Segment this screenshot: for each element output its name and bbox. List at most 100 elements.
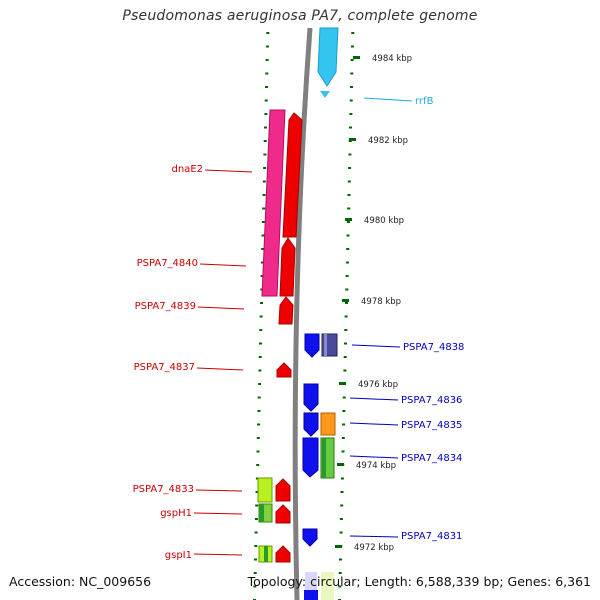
tick-dot bbox=[350, 59, 354, 61]
gene-blue-4[interactable] bbox=[302, 437, 319, 478]
tick-dot bbox=[261, 234, 265, 237]
tick-dot bbox=[342, 396, 346, 399]
tick-dot bbox=[253, 572, 257, 574]
scale-label: 4980 kbp bbox=[364, 216, 404, 226]
rrfB-feature[interactable] bbox=[317, 27, 339, 98]
gene-red-7[interactable] bbox=[275, 545, 291, 563]
gene-orange-1[interactable] bbox=[320, 412, 336, 436]
tick-dot bbox=[254, 558, 257, 561]
gene-red-5[interactable] bbox=[275, 478, 291, 502]
gene-red-2[interactable] bbox=[279, 237, 296, 297]
tick-dot bbox=[259, 329, 263, 331]
scale-major-tick bbox=[349, 138, 356, 141]
tick-dot bbox=[349, 113, 353, 115]
forward-genes bbox=[275, 112, 303, 563]
gene-label[interactable]: gspI1 bbox=[165, 550, 192, 561]
tick-dot bbox=[257, 410, 261, 412]
tick-dot bbox=[345, 302, 348, 304]
scale-major-tick bbox=[342, 299, 349, 302]
tick-dot bbox=[351, 32, 355, 34]
gene-red-4[interactable] bbox=[276, 362, 292, 378]
tick-dot bbox=[346, 248, 350, 250]
leader-line bbox=[349, 455, 399, 459]
gene-label[interactable]: PSPA7_4833 bbox=[133, 484, 194, 495]
gene-blue-2[interactable] bbox=[303, 383, 319, 412]
tick-dot bbox=[342, 410, 346, 412]
tick-dot bbox=[254, 518, 258, 520]
leader-line bbox=[193, 553, 243, 556]
gene-label[interactable]: dnaE2 bbox=[172, 164, 204, 175]
tick-dot bbox=[345, 288, 349, 291]
gene-label[interactable]: PSPA7_4840 bbox=[137, 258, 198, 269]
tick-dot bbox=[343, 369, 347, 372]
tick-dot bbox=[344, 329, 348, 331]
genome-backbone bbox=[292, 27, 313, 600]
leader-line bbox=[196, 367, 244, 371]
tick-dot bbox=[338, 572, 342, 574]
tick-dot bbox=[265, 86, 268, 88]
tick-dot bbox=[260, 261, 264, 264]
tick-dot bbox=[263, 153, 267, 156]
dnaE2-gene[interactable] bbox=[261, 109, 286, 297]
tick-dot bbox=[253, 585, 257, 588]
leader-line bbox=[197, 306, 245, 310]
gene-label[interactable]: PSPA7_4837 bbox=[134, 362, 195, 373]
scale-major-tick bbox=[345, 218, 352, 221]
tick-dot bbox=[262, 180, 266, 183]
tick-dot bbox=[339, 558, 342, 561]
tick-dot bbox=[261, 221, 265, 223]
gene-lime-1[interactable] bbox=[257, 477, 273, 503]
tick-dot bbox=[258, 369, 262, 372]
gene-red-1[interactable] bbox=[282, 112, 303, 238]
gene-label[interactable]: PSPA7_4831 bbox=[401, 531, 462, 542]
tick-dot bbox=[340, 491, 344, 493]
tick-dot bbox=[346, 221, 350, 223]
gene-pale-2[interactable] bbox=[321, 572, 334, 600]
tick-dot bbox=[347, 207, 351, 210]
reverse-genes bbox=[302, 333, 338, 600]
tick-dot bbox=[342, 423, 346, 426]
gene-blue-5[interactable] bbox=[302, 528, 318, 547]
tick-dot bbox=[344, 342, 347, 345]
leader-line bbox=[349, 535, 399, 538]
tick-dot bbox=[264, 113, 268, 115]
tick-dot bbox=[263, 140, 267, 142]
leader-line bbox=[204, 169, 253, 173]
tick-dot bbox=[261, 248, 265, 250]
label-leader-lines bbox=[193, 97, 413, 556]
gene-blue-3[interactable] bbox=[303, 412, 319, 437]
tick-dot bbox=[254, 531, 258, 534]
gene-label[interactable]: PSPA7_4835 bbox=[401, 420, 462, 431]
right-gene-labels: rrfB PSPA7_4838 PSPA7_4836 PSPA7_4835 PSPA7_… bbox=[401, 96, 464, 542]
scale-major-tick bbox=[353, 56, 360, 59]
tick-dot bbox=[350, 72, 354, 75]
scale-label: 4984 kbp bbox=[372, 54, 412, 64]
tick-dot bbox=[258, 383, 262, 385]
tick-dot bbox=[257, 423, 261, 426]
tick-dot bbox=[348, 153, 352, 156]
gene-red-3[interactable] bbox=[278, 296, 294, 325]
tick-dot bbox=[338, 585, 342, 588]
tick-dot bbox=[346, 234, 350, 237]
tick-dot bbox=[257, 396, 261, 399]
scale-major-tick bbox=[335, 545, 342, 548]
tick-dot bbox=[350, 86, 353, 88]
gene-blue-1[interactable] bbox=[304, 333, 320, 358]
gene-red-6[interactable] bbox=[275, 504, 291, 524]
tick-dot bbox=[341, 450, 345, 453]
gene-label[interactable]: gspH1 bbox=[160, 508, 192, 519]
scale-labels: 4984 kbp 4982 kbp 4980 kbp 4978 kbp 4976 kbp… bbox=[335, 54, 412, 553]
gene-label[interactable]: PSPA7_4836 bbox=[401, 395, 462, 406]
genome-title: Pseudomonas aeruginosa PA7, complete gen… bbox=[122, 8, 478, 24]
gene-label[interactable]: PSPA7_4838 bbox=[403, 342, 464, 353]
tick-dot bbox=[256, 437, 260, 439]
tick-dot bbox=[263, 167, 267, 169]
topology-text: Topology: circular; Length: 6,588,339 bp… bbox=[247, 574, 591, 589]
tick-dot bbox=[255, 491, 259, 493]
tick-dot bbox=[259, 315, 263, 318]
gene-label[interactable]: rrfB bbox=[415, 96, 434, 107]
gene-label[interactable]: PSPA7_4834 bbox=[401, 453, 462, 464]
gene-label[interactable]: PSPA7_4839 bbox=[135, 301, 196, 312]
leader-line bbox=[349, 397, 399, 401]
tick-dot bbox=[349, 126, 352, 129]
